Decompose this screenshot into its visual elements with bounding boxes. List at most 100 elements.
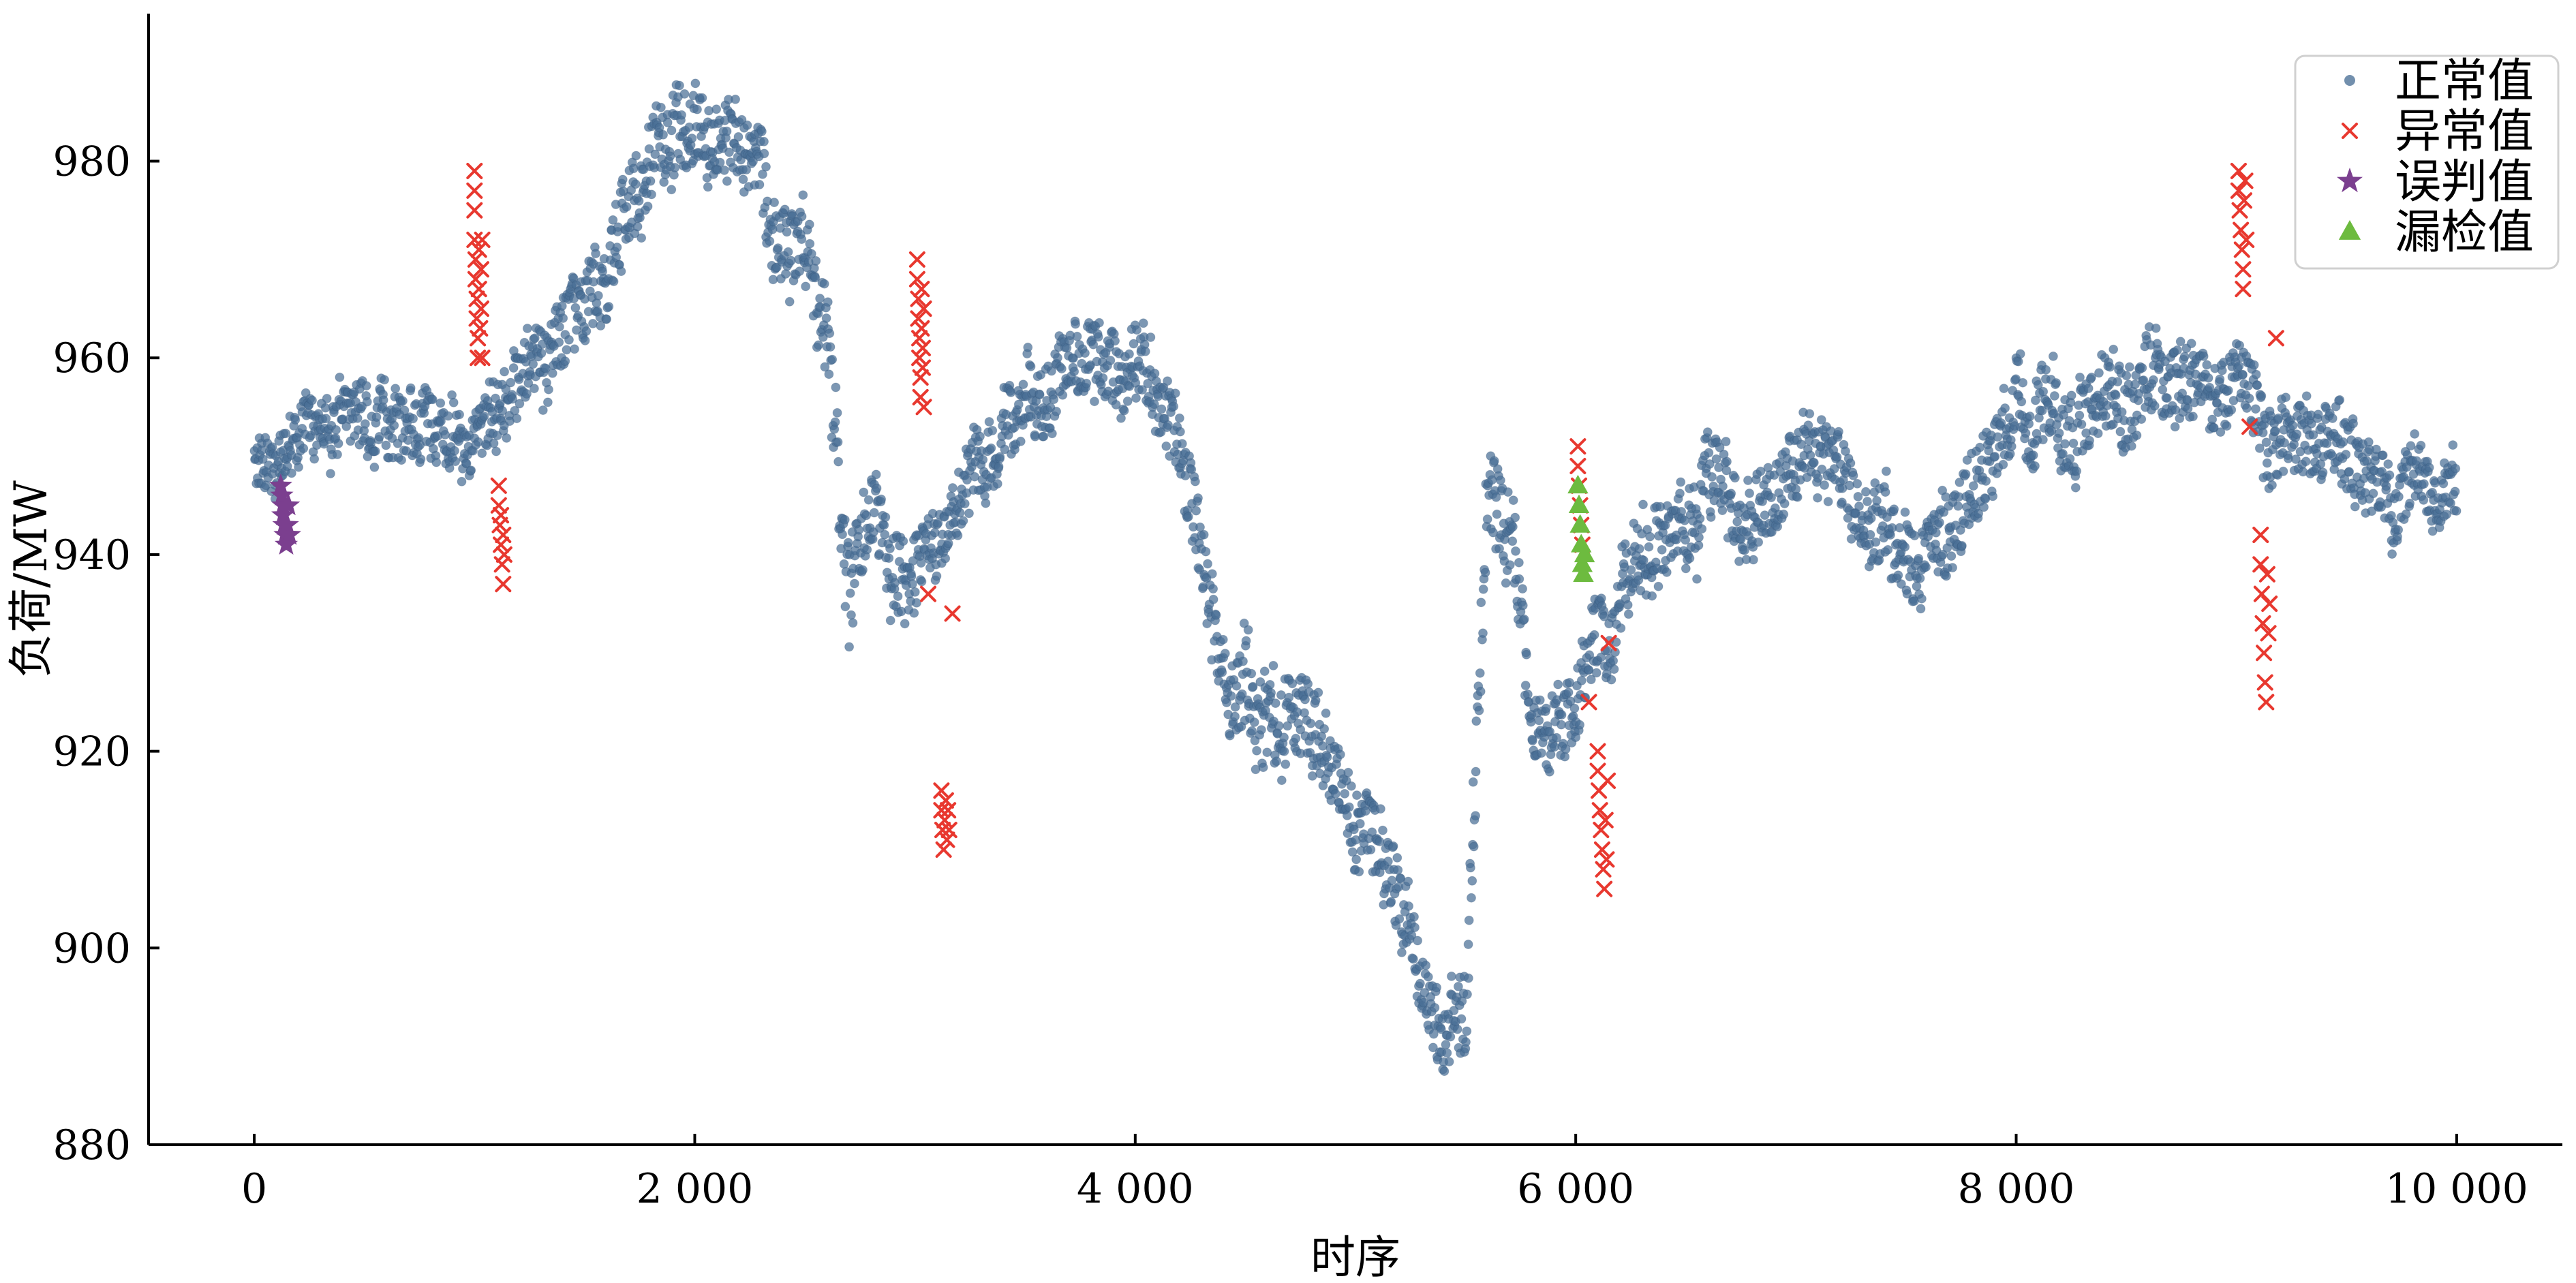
normal-point (2410, 429, 2420, 439)
normal-point (369, 462, 380, 472)
normal-point (2261, 437, 2271, 448)
normal-point (1721, 465, 1732, 476)
missed-points-layer (1567, 474, 1595, 582)
normal-point (1694, 532, 1704, 542)
y-tick-label: 900 (52, 925, 131, 972)
normal-point (581, 326, 592, 336)
anomaly-point (2231, 202, 2248, 219)
normal-point (1981, 476, 1991, 486)
normal-point (522, 389, 532, 399)
anomaly-point (2267, 330, 2284, 347)
normal-point (2162, 393, 2172, 403)
normal-point (804, 219, 814, 230)
normal-point (947, 483, 957, 493)
normal-point (558, 313, 568, 323)
normal-point (958, 516, 968, 526)
anomaly-point (940, 822, 957, 839)
normal-point (2406, 441, 2416, 451)
normal-point (1352, 790, 1362, 801)
normal-point (1647, 591, 1657, 601)
normal-point (909, 608, 919, 618)
normal-point (645, 176, 656, 186)
normal-point (1367, 827, 1377, 837)
normal-point (1893, 570, 1903, 581)
normal-point (1996, 418, 2006, 428)
normal-point (371, 412, 382, 422)
anomaly-point (2230, 162, 2247, 179)
normal-point (1848, 470, 1858, 480)
normal-point (2419, 479, 2429, 489)
normal-point (1190, 476, 1200, 486)
normal-point (1072, 331, 1082, 341)
normal-point (1634, 575, 1644, 585)
normal-point (832, 407, 842, 418)
anomaly-point (910, 310, 927, 327)
normal-point (884, 553, 894, 563)
normal-point (810, 273, 821, 283)
normal-point (309, 454, 320, 464)
normal-point (1626, 565, 1636, 575)
normal-point (1452, 1024, 1462, 1034)
normal-point (840, 602, 850, 612)
normal-point (1518, 600, 1528, 610)
normal-point (2049, 391, 2059, 401)
normal-point (898, 536, 908, 546)
normal-point (1442, 1048, 1452, 1058)
normal-point (690, 78, 701, 89)
normal-point (416, 454, 426, 464)
normal-point (711, 104, 722, 114)
normal-point (1015, 436, 1026, 446)
normal-point (1462, 1026, 1472, 1036)
normal-point (2006, 442, 2017, 452)
normal-point (2405, 498, 2415, 508)
normal-point (2340, 474, 2350, 484)
normal-point (427, 395, 438, 405)
normal-point (2381, 481, 2391, 491)
normal-point (2149, 401, 2160, 411)
anomaly-point (2253, 585, 2270, 602)
normal-point (1482, 514, 1492, 524)
missed-point (1571, 553, 1593, 572)
normal-point (943, 538, 953, 548)
normal-point (1354, 867, 1364, 877)
normal-point (554, 322, 564, 332)
normal-point (2113, 377, 2123, 387)
misjudged-point (277, 523, 301, 545)
normal-point (1900, 542, 1910, 552)
normal-point (2075, 372, 2085, 382)
normal-point (408, 414, 418, 424)
normal-point (2202, 360, 2212, 370)
normal-point (1921, 562, 1931, 572)
anomaly-point (1596, 880, 1613, 897)
normal-point (814, 340, 824, 350)
normal-point (1561, 744, 1571, 754)
anomaly-points-layer (466, 162, 2284, 897)
anomaly-point (2256, 674, 2273, 691)
normal-point (2041, 365, 2051, 375)
normal-point (955, 508, 965, 518)
normal-point (1692, 574, 1702, 584)
normal-point (845, 588, 855, 598)
normal-point (634, 196, 644, 206)
normal-point (298, 444, 309, 454)
normal-point (848, 618, 858, 628)
normal-point (2341, 450, 2351, 459)
normal-point (798, 190, 808, 200)
normal-point (1711, 454, 1721, 464)
normal-point (632, 221, 643, 232)
normal-point (833, 437, 843, 447)
normal-point (1241, 636, 1251, 646)
normal-point (932, 571, 942, 581)
normal-point (1589, 630, 1599, 640)
normal-point (831, 382, 841, 392)
normal-point (360, 419, 370, 429)
normal-point (1177, 439, 1187, 449)
normal-point (1230, 702, 1240, 712)
anomaly-point (908, 251, 925, 268)
normal-point (450, 457, 461, 467)
normal-point (1226, 691, 1236, 701)
normal-point (1313, 687, 1323, 698)
normal-point (1948, 563, 1958, 573)
normal-point (352, 413, 363, 423)
